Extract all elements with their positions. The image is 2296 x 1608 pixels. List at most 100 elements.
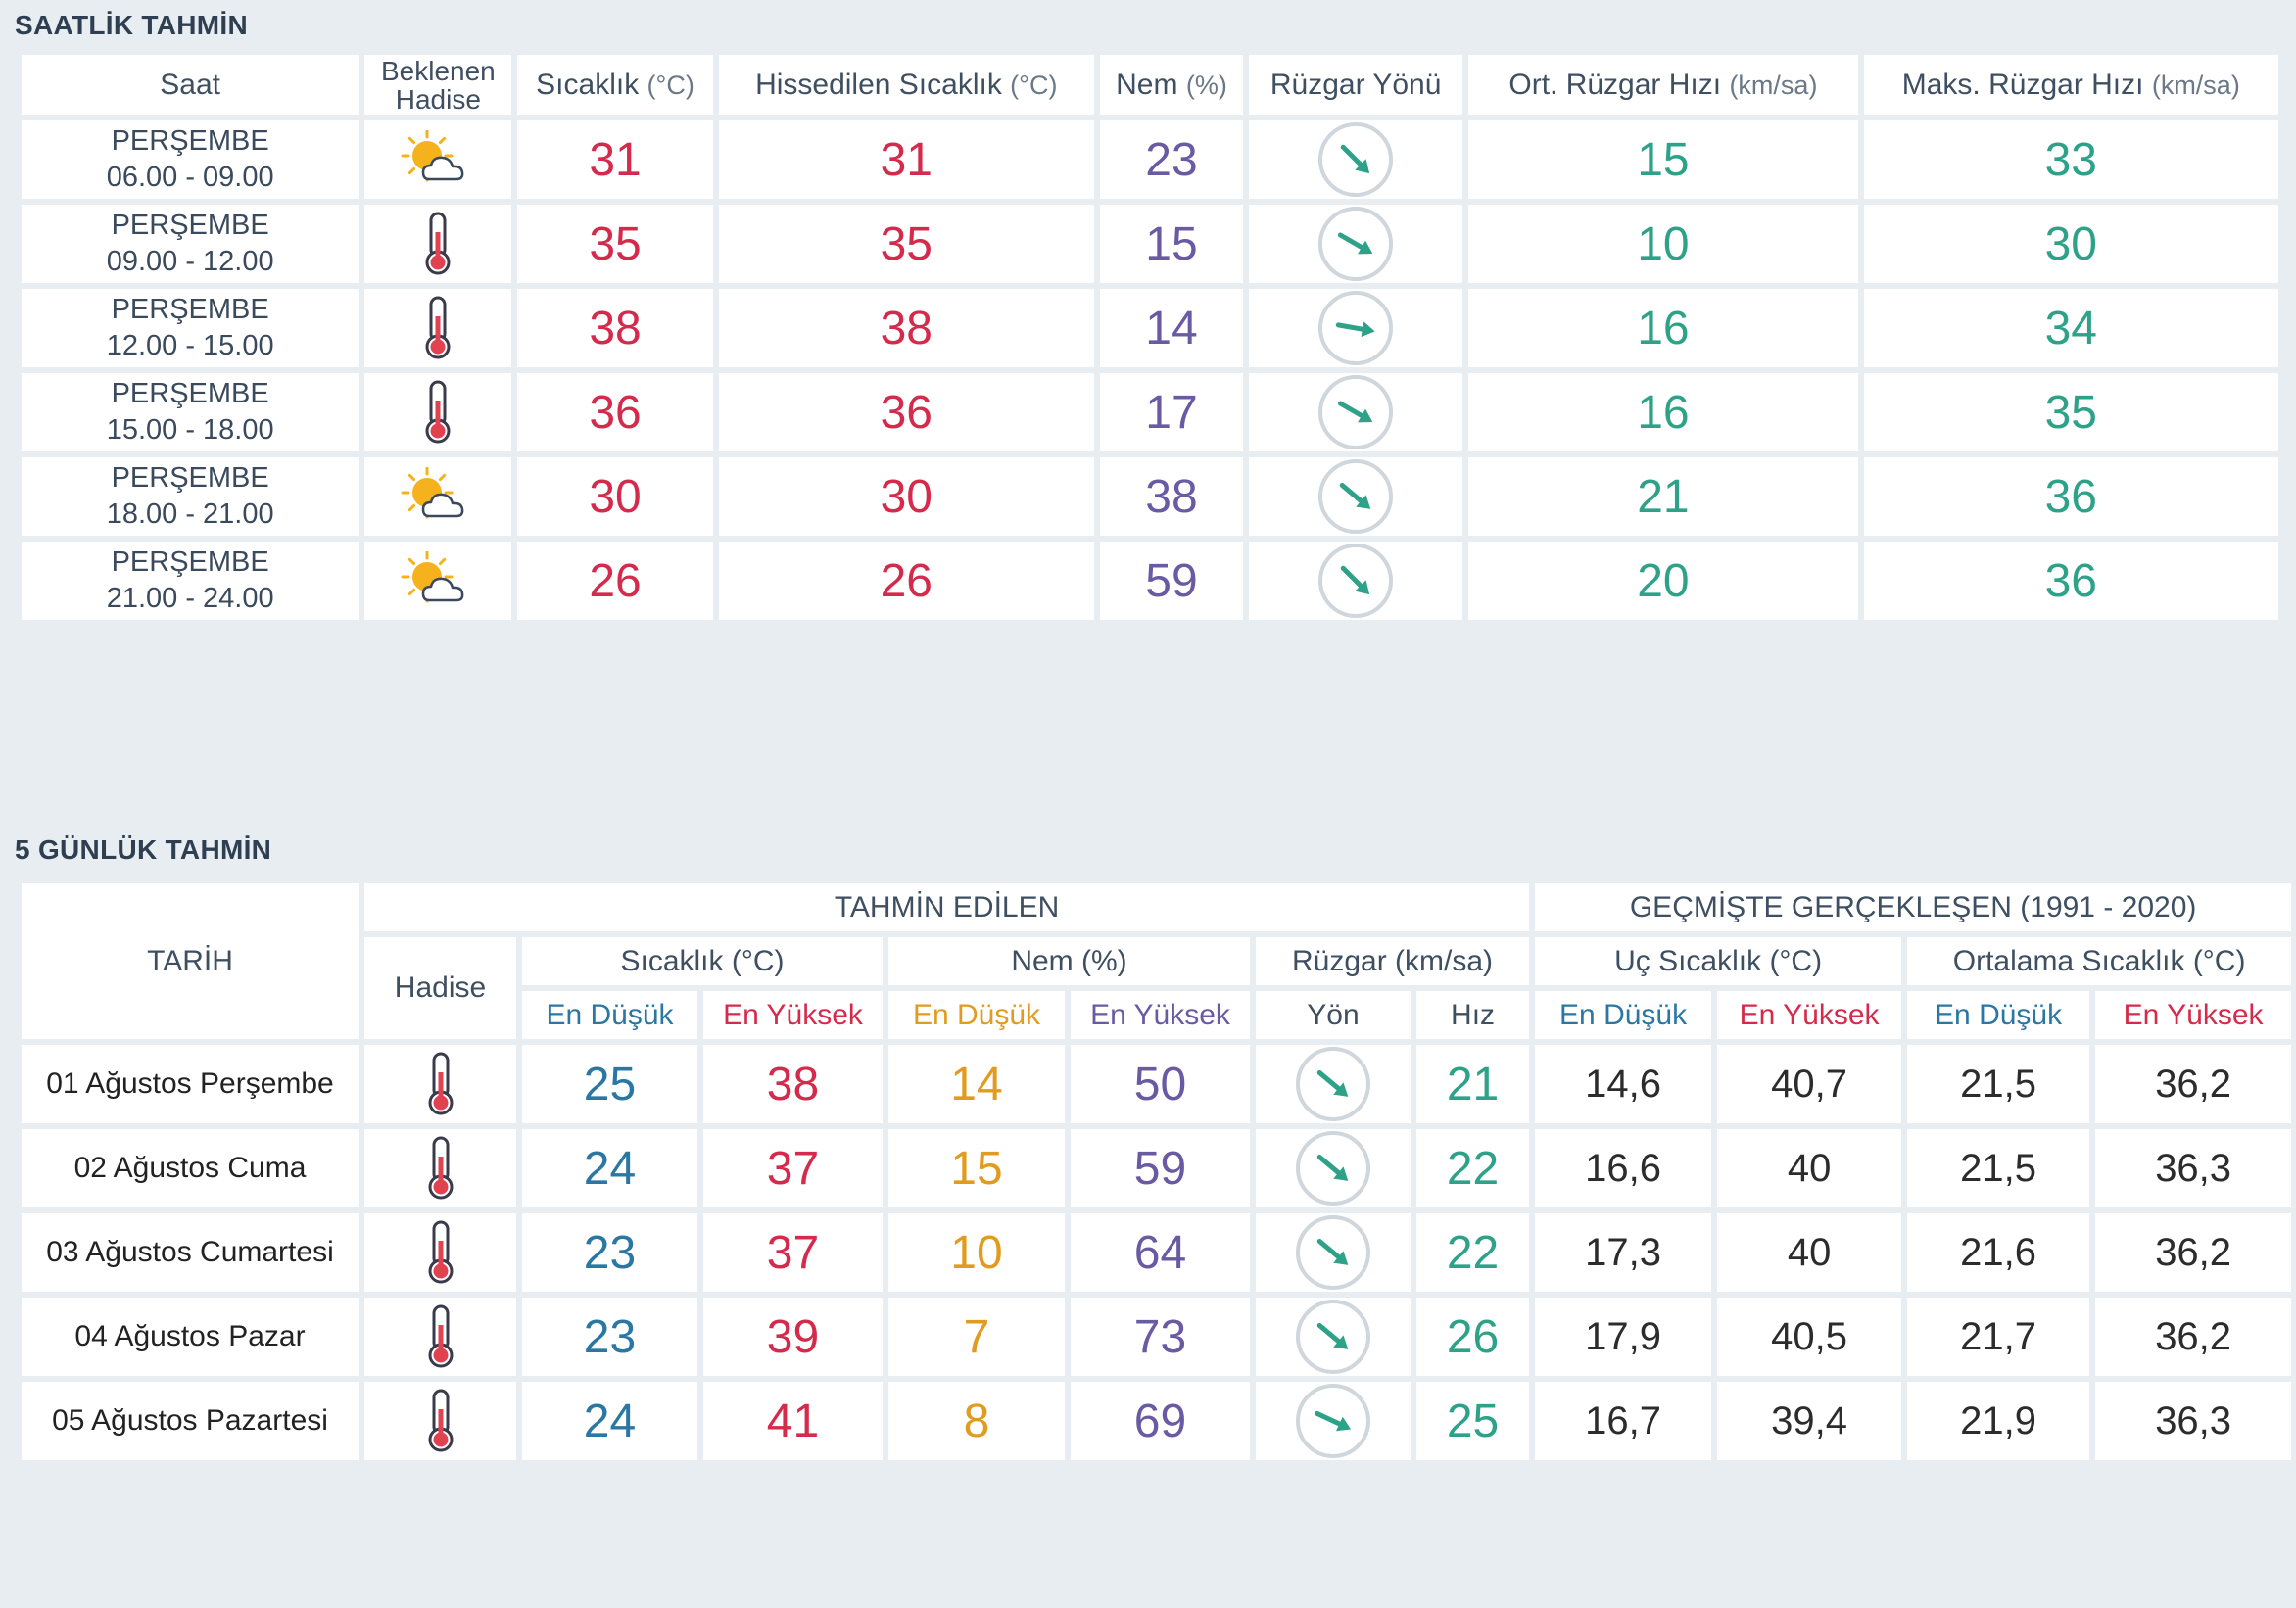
wind-direction-cell [1249,457,1463,536]
sub-header-hum-min: En Düşük [888,991,1065,1039]
max-wind-value: 36 [1863,457,2278,536]
average-min-value: 21,5 [1907,1045,2090,1123]
day-label: PERŞEMBE [111,210,269,241]
wind-speed-value: 21 [1416,1045,1530,1123]
header-gecmiste: GEÇMİŞTE GERÇEKLEŞEN (1991 - 2020) [1535,883,2292,931]
time-range: 18.00 - 21.00 [106,498,274,530]
date-cell: 02 Ağustos Cuma [22,1129,359,1207]
extreme-max-value: 39,4 [1717,1382,1902,1460]
average-max-value: 36,2 [2095,1045,2292,1123]
wind-direction-icon [1294,1131,1372,1206]
wind-direction-cell [1256,1382,1411,1460]
header-nem: Nem (%) [1099,55,1244,115]
temperature-value: 30 [517,457,713,536]
average-min-value: 21,6 [1907,1213,2090,1292]
hourly-row: PERŞEMBE 09.00 - 12.00 35 35 15 10 30 [22,205,2278,283]
time-range: 09.00 - 12.00 [106,246,274,277]
temp-min-value: 23 [522,1298,697,1376]
header-maks-ruzgar: Maks. Rüzgar Hızı (km/sa) [1863,55,2278,115]
average-max-value: 36,2 [2095,1213,2292,1292]
sub-header-hiz: Hız [1416,991,1530,1039]
max-wind-value: 36 [1863,542,2278,620]
header-nem: Nem (%) [888,937,1250,985]
hourly-section-title: SAATLİK TAHMİN [15,10,249,40]
extreme-min-value: 16,7 [1535,1382,1712,1460]
header-ortalama-sicaklik: Ortalama Sıcaklık (°C) [1907,937,2292,985]
avg-wind-value: 15 [1468,120,1858,199]
average-max-value: 36,3 [2095,1382,2292,1460]
date-cell: 05 Ağustos Pazartesi [22,1382,359,1460]
time-range: 06.00 - 09.00 [106,162,274,193]
temperature-value: 38 [517,289,713,367]
wind-direction-icon [1294,1215,1372,1290]
daily-table: TARİH TAHMİN EDİLEN GEÇMİŞTE GERÇEKLEŞEN… [16,877,2296,1466]
sub-header-avg-min: En Düşük [1907,991,2090,1039]
temperature-value: 31 [517,120,713,199]
humidity-min-value: 14 [888,1045,1065,1123]
feels-like-value: 38 [718,289,1094,367]
hadise-cell [364,1298,516,1376]
humidity-value: 15 [1099,205,1244,283]
wind-speed-value: 25 [1416,1382,1530,1460]
hourly-row: PERŞEMBE 12.00 - 15.00 38 38 14 16 34 [22,289,2278,367]
temperature-value: 36 [517,373,713,451]
humidity-value: 17 [1099,373,1244,451]
daily-row: 01 Ağustos Perşembe 25 38 14 50 21 14,6 40,7 21,… [22,1045,2292,1123]
max-wind-value: 33 [1863,120,2278,199]
day-label: PERŞEMBE [111,462,269,494]
date-cell: 01 Ağustos Perşembe [22,1045,359,1123]
header-hadise: Beklenen Hadise [364,55,512,115]
wind-direction-cell [1256,1213,1411,1292]
temp-max-value: 37 [703,1129,883,1207]
thermometer-icon [424,1389,457,1452]
wind-direction-icon [1316,122,1395,197]
thermometer-icon [424,1136,457,1200]
thermometer-icon [421,296,454,359]
temp-max-value: 37 [703,1213,883,1292]
feels-like-value: 30 [718,457,1094,536]
sub-header-hum-max: En Yüksek [1071,991,1250,1039]
sub-header-ext-min: En Düşük [1535,991,1712,1039]
extreme-max-value: 40,7 [1717,1045,1902,1123]
header-tahmin-edilen: TAHMİN EDİLEN [364,883,1530,931]
humidity-value: 14 [1099,289,1244,367]
header-sicaklik: Sıcaklık (°C) [517,55,713,115]
time-cell: PERŞEMBE 18.00 - 21.00 [22,457,359,536]
partly-cloudy-icon [400,130,476,182]
header-saat: Saat [22,55,359,115]
temp-max-value: 39 [703,1298,883,1376]
thermometer-icon [424,1052,457,1115]
header-ort-ruzgar: Ort. Rüzgar Hızı (km/sa) [1468,55,1858,115]
hadise-cell [364,1213,516,1292]
time-range: 21.00 - 24.00 [106,583,274,614]
temperature-value: 35 [517,205,713,283]
time-range: 12.00 - 15.00 [106,330,274,361]
wind-speed-value: 22 [1416,1129,1530,1207]
average-min-value: 21,5 [1907,1129,2090,1207]
max-wind-value: 34 [1863,289,2278,367]
extreme-min-value: 16,6 [1535,1129,1712,1207]
time-cell: PERŞEMBE 12.00 - 15.00 [22,289,359,367]
average-min-value: 21,7 [1907,1298,2090,1376]
temp-min-value: 24 [522,1382,697,1460]
hourly-row: PERŞEMBE 06.00 - 09.00 31 31 23 15 33 [22,120,2278,199]
max-wind-value: 35 [1863,373,2278,451]
hourly-row: PERŞEMBE 21.00 - 24.00 26 26 59 20 36 [22,542,2278,620]
day-label: PERŞEMBE [111,546,269,578]
humidity-max-value: 69 [1071,1382,1250,1460]
hadise-cell [364,1129,516,1207]
average-min-value: 21,9 [1907,1382,2090,1460]
hadise-cell [364,542,512,620]
humidity-min-value: 7 [888,1298,1065,1376]
day-label: PERŞEMBE [111,378,269,409]
header-hissedilen: Hissedilen Sıcaklık (°C) [718,55,1094,115]
daily-row: 03 Ağustos Cumartesi 23 37 10 64 22 17,3 40 21,6… [22,1213,2292,1292]
header-ruzgar: Rüzgar (km/sa) [1256,937,1530,985]
extreme-max-value: 40 [1717,1213,1902,1292]
hadise-cell [364,457,512,536]
sub-header-yon: Yön [1256,991,1411,1039]
hadise-cell [364,1045,516,1123]
wind-speed-value: 26 [1416,1298,1530,1376]
avg-wind-value: 10 [1468,205,1858,283]
wind-direction-icon [1294,1300,1372,1374]
